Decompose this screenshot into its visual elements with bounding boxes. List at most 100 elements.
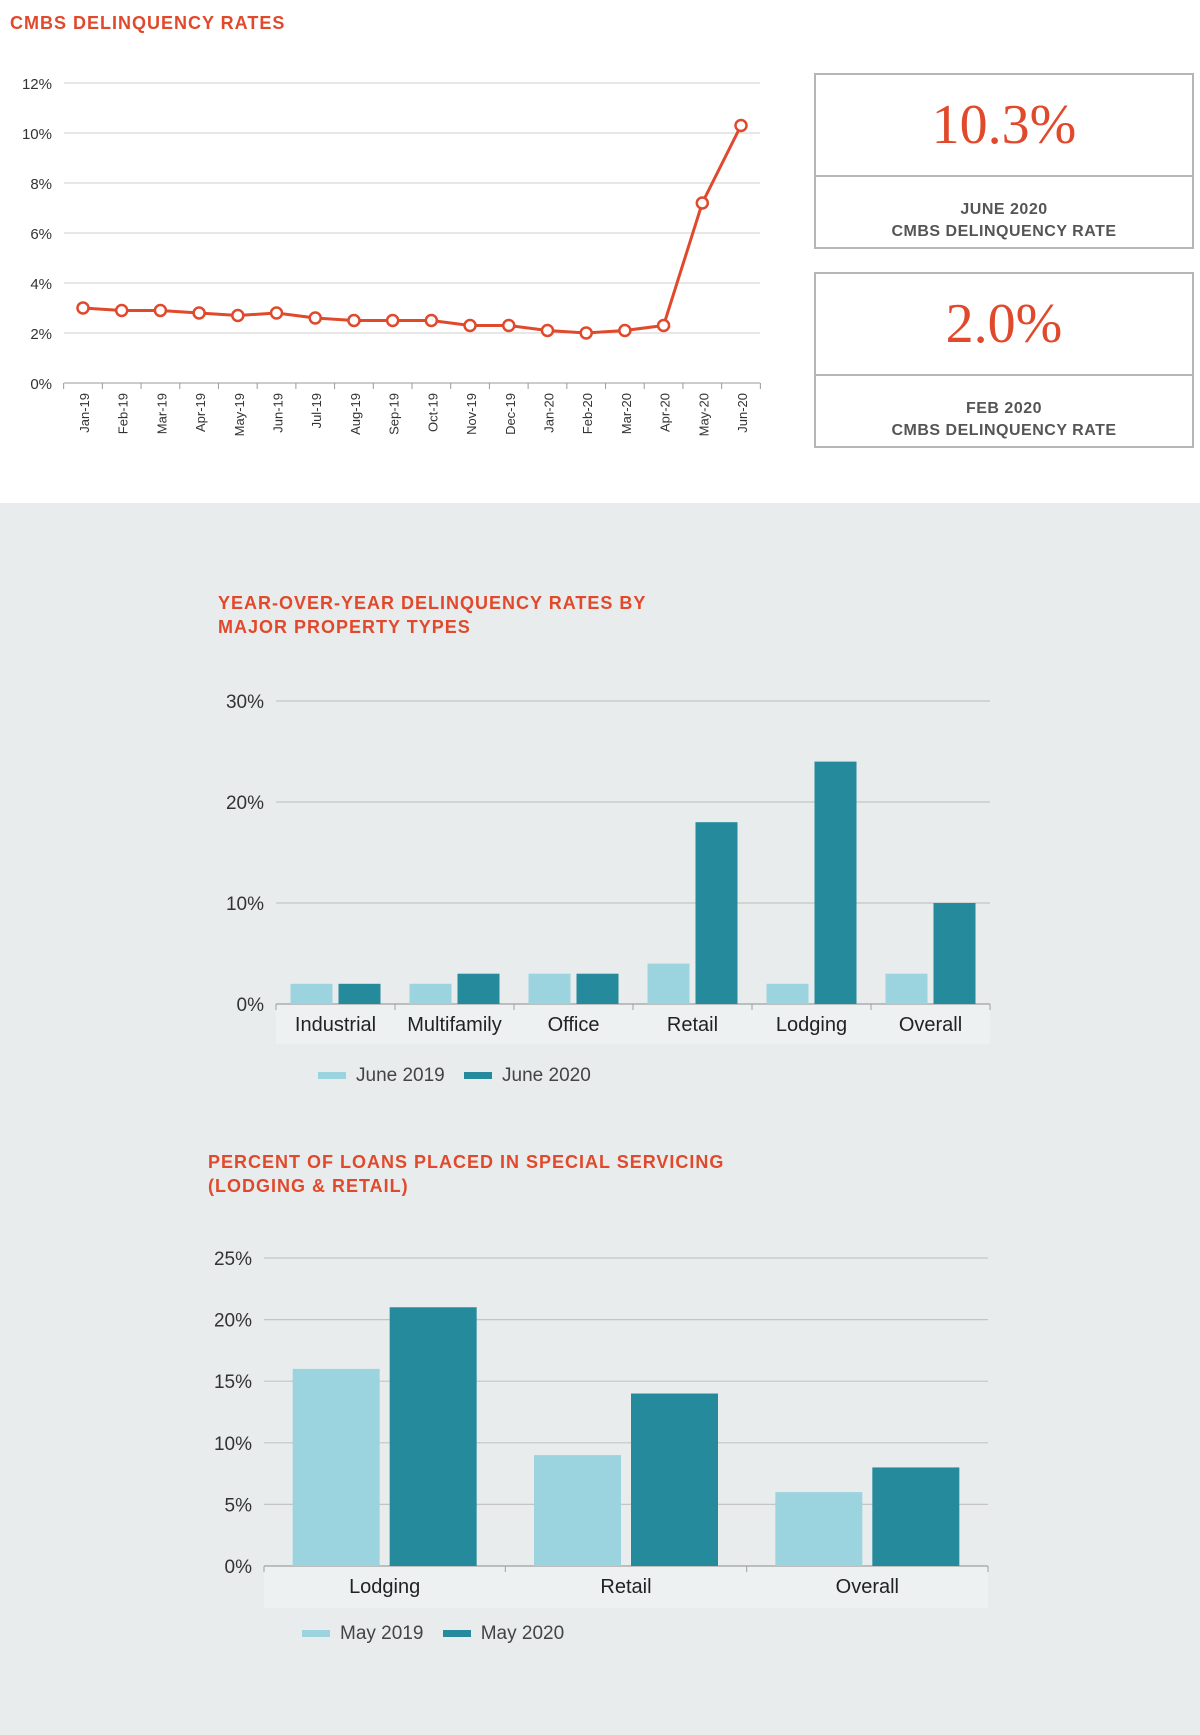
bar bbox=[814, 761, 857, 1004]
x-tick-label: Aug-19 bbox=[348, 393, 363, 435]
legend-swatch bbox=[464, 1072, 493, 1079]
x-tick-label: Sep-19 bbox=[387, 393, 402, 435]
legend-item-june-2019: June 2019 bbox=[318, 1065, 445, 1087]
bar bbox=[534, 1455, 621, 1566]
legend-swatch bbox=[302, 1630, 330, 1637]
title-line1: PERCENT OF LOANS PLACED IN SPECIAL SERVI… bbox=[208, 1152, 725, 1172]
data-point bbox=[308, 311, 322, 325]
data-point bbox=[656, 318, 671, 333]
special-servicing-legend: May 2019 May 2020 bbox=[302, 1621, 578, 1645]
special-servicing-title: PERCENT OF LOANS PLACED IN SPECIAL SERVI… bbox=[208, 1150, 724, 1198]
legend-label: June 2020 bbox=[502, 1064, 591, 1086]
y-tick-label: 20% bbox=[226, 793, 264, 814]
y-tick-label: 20% bbox=[214, 1311, 252, 1332]
legend-label: May 2020 bbox=[480, 1622, 565, 1644]
x-tick-label: Jan-19 bbox=[77, 393, 92, 433]
top-panel: CMBS DELINQUENCY RATES 0% 2% 4% 6% 8% 10% 12% J… bbox=[0, 0, 1200, 503]
legend-label: June 2019 bbox=[356, 1064, 445, 1086]
y-tick-label: 10% bbox=[22, 126, 52, 143]
y-tick-label: 10% bbox=[226, 894, 264, 915]
x-tick-label: Mar-19 bbox=[154, 393, 169, 434]
line-chart-title: CMBS DELINQUENCY RATES bbox=[10, 13, 286, 33]
data-point bbox=[269, 306, 284, 320]
x-tick-label: Mar-20 bbox=[619, 393, 634, 434]
series-line bbox=[82, 124, 743, 335]
x-tick-label: Nov-19 bbox=[464, 393, 479, 435]
category-label: Overall bbox=[836, 1576, 899, 1598]
x-tick-label: May-19 bbox=[232, 393, 247, 436]
y-tick-label: 4% bbox=[30, 276, 52, 293]
legend-swatch bbox=[318, 1072, 346, 1079]
y-tick-label: 0% bbox=[237, 995, 265, 1016]
y-tick-label: 15% bbox=[214, 1372, 252, 1393]
title-line2: MAJOR PROPERTY TYPES bbox=[218, 617, 471, 637]
category-label: Office bbox=[548, 1014, 600, 1036]
data-point bbox=[579, 326, 593, 340]
category-label: Lodging bbox=[776, 1014, 847, 1036]
bar bbox=[872, 1467, 960, 1566]
y-tick-label: 6% bbox=[30, 226, 52, 243]
data-point bbox=[347, 313, 361, 328]
bar bbox=[292, 1368, 380, 1566]
stat-label: JUNE 2020 CMBS DELINQUENCY RATE bbox=[816, 199, 1192, 243]
title-line1: YEAR-OVER-YEAR DELINQUENCY RATES BY bbox=[218, 593, 647, 613]
category-label: Retail bbox=[667, 1014, 718, 1036]
stat-card-june-2020: 10.3% JUNE 2020 CMBS DELINQUENCY RATE bbox=[814, 73, 1194, 249]
y-tick-label: 30% bbox=[226, 692, 264, 713]
category-label: Retail bbox=[600, 1576, 651, 1598]
x-tick-label: Jun-19 bbox=[271, 393, 286, 433]
stat-label-line1: FEB 2020 bbox=[965, 400, 1043, 417]
bar bbox=[933, 903, 976, 1004]
stat-label: FEB 2020 CMBS DELINQUENCY RATE bbox=[816, 398, 1192, 442]
legend-swatch bbox=[442, 1630, 471, 1637]
bar bbox=[576, 973, 619, 1004]
category-label: Industrial bbox=[295, 1014, 376, 1036]
data-point bbox=[695, 196, 710, 210]
bar bbox=[409, 983, 452, 1004]
data-point bbox=[540, 323, 555, 338]
bar bbox=[338, 983, 381, 1004]
y-tick-label: 8% bbox=[30, 176, 52, 193]
x-tick-label: Oct-19 bbox=[425, 393, 440, 432]
x-tick-label: Dec-19 bbox=[503, 393, 518, 435]
special-servicing-chart: 0% 5% 10% 15% 20% 25% Lodging Retail Overall bbox=[214, 1249, 989, 1608]
bar bbox=[290, 983, 333, 1004]
y-tick-label: 5% bbox=[225, 1495, 253, 1516]
bar bbox=[457, 973, 500, 1004]
bar bbox=[695, 822, 738, 1004]
stat-label-line2: CMBS DELINQUENCY RATE bbox=[891, 223, 1117, 240]
data-point bbox=[385, 313, 400, 328]
stat-label-line1: JUNE 2020 bbox=[960, 201, 1048, 218]
legend-item-may-2019: May 2019 bbox=[302, 1623, 423, 1645]
data-point bbox=[192, 306, 206, 320]
x-tick-label: Apr-20 bbox=[658, 393, 673, 432]
bottom-panel: YEAR-OVER-YEAR DELINQUENCY RATES BY MAJO… bbox=[0, 503, 1200, 1735]
data-point bbox=[734, 118, 748, 133]
stat-divider bbox=[816, 175, 1192, 177]
bar bbox=[389, 1307, 477, 1566]
delinquency-by-type-title: YEAR-OVER-YEAR DELINQUENCY RATES BY MAJO… bbox=[218, 591, 646, 639]
category-label: Multifamily bbox=[407, 1014, 501, 1036]
legend-label: May 2019 bbox=[340, 1622, 424, 1644]
x-tick-label: Feb-20 bbox=[580, 393, 595, 434]
x-tick-label: May-20 bbox=[696, 393, 711, 436]
x-tick-label: Jan-20 bbox=[541, 393, 556, 433]
stat-card-feb-2020: 2.0% FEB 2020 CMBS DELINQUENCY RATE bbox=[814, 272, 1194, 448]
x-tick-label: Apr-19 bbox=[193, 393, 208, 432]
y-tick-label: 10% bbox=[214, 1434, 252, 1455]
x-tick-label: Jul-19 bbox=[309, 393, 324, 428]
title-line2: (LODGING & RETAIL) bbox=[208, 1176, 409, 1196]
data-point bbox=[76, 301, 90, 315]
data-point bbox=[114, 303, 129, 318]
category-label: Lodging bbox=[349, 1576, 420, 1598]
data-point bbox=[424, 313, 439, 328]
delinquency-by-type-chart: 0% 10% 20% 30% Industrial Multifamily Office Re… bbox=[226, 692, 991, 1044]
stat-label-line2: CMBS DELINQUENCY RATE bbox=[891, 422, 1117, 439]
stat-value: 10.3% bbox=[931, 94, 1077, 156]
legend-item-june-2020: June 2020 bbox=[464, 1065, 591, 1087]
bar bbox=[647, 963, 690, 1004]
data-point bbox=[502, 318, 516, 333]
x-tick-label: Feb-19 bbox=[116, 393, 131, 434]
data-point bbox=[231, 308, 245, 323]
data-point bbox=[463, 318, 477, 333]
